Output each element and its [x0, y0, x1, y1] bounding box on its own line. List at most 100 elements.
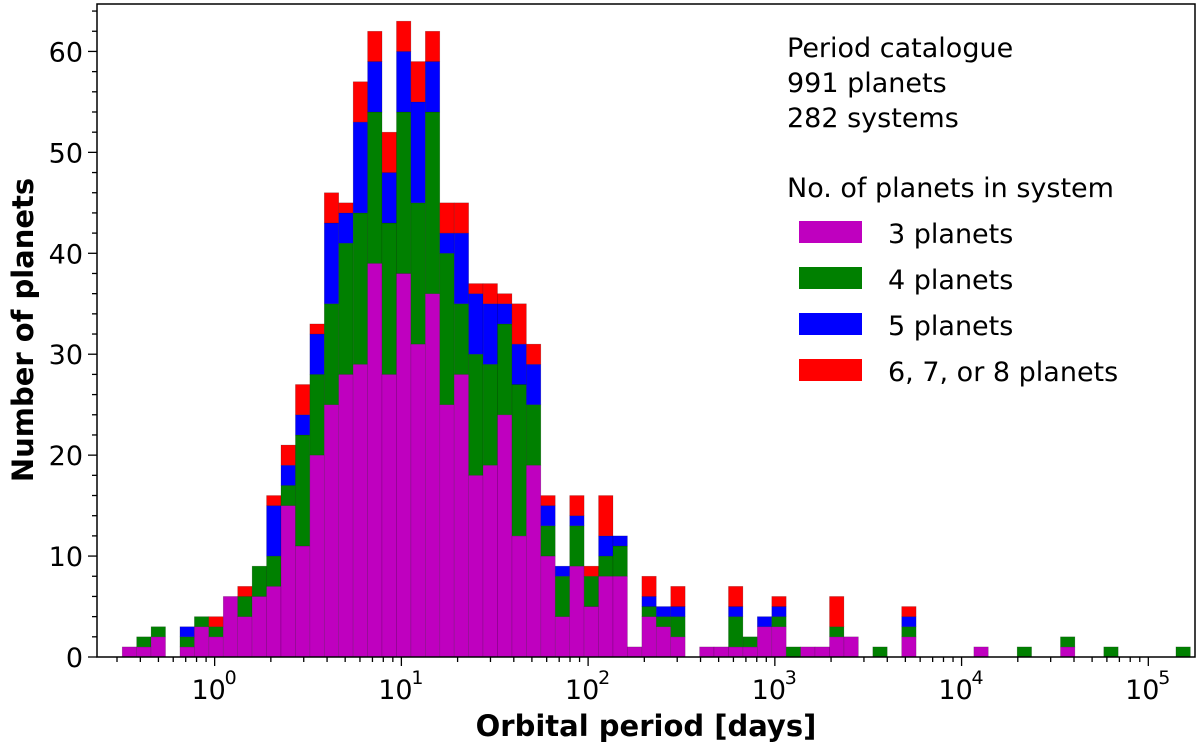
x-tick-exponent: 0	[225, 667, 237, 689]
bar-segment-3-planets	[179, 646, 195, 658]
bar-segment-3-planets	[453, 374, 469, 658]
bar-segment-4-planets	[179, 636, 195, 648]
bar-segment-3-planets	[598, 575, 614, 658]
annotation-title: Period catalogue	[787, 33, 1013, 64]
y-tick-label: 10	[49, 542, 83, 573]
bar-segment-5-planets	[410, 101, 426, 204]
legend-entry: 4 planets	[799, 265, 1013, 296]
bar-segment-6-planets	[266, 495, 282, 506]
bar-segment-6-planets	[323, 192, 340, 224]
bar-segment-6-planets	[410, 61, 426, 103]
bar-segment-6-planets	[641, 575, 657, 597]
bar-segment-4-planets	[237, 596, 253, 617]
bar-segment-4-planets	[569, 525, 585, 567]
bar-segment-3-planets	[612, 575, 628, 658]
bar-segment-3-planets	[728, 646, 744, 658]
bar-segment-3-planets	[814, 646, 830, 658]
bar-segment-3-planets	[468, 475, 484, 658]
bar-segment-3-planets	[121, 646, 137, 658]
bar-segment-6-planets	[381, 131, 397, 173]
bar-segment-4-planets	[1060, 636, 1076, 648]
bar-segment-3-planets	[482, 464, 498, 658]
bar-segment-3-planets	[800, 646, 816, 658]
bar-segment-3-planets	[251, 596, 267, 658]
bar-segment-6-planets	[453, 202, 469, 234]
bar-segment-3-planets	[540, 555, 556, 658]
bar-segment-3-planets	[136, 646, 152, 658]
legend: No. of planets in system 3 planets 4 pla…	[787, 173, 1118, 388]
bar-segment-3-planets	[583, 606, 599, 658]
bar-segment-5-planets	[179, 626, 195, 638]
x-tick-exponent: 5	[1158, 667, 1170, 689]
bar-segment-5-planets	[309, 333, 325, 375]
bar-segment-4-planets	[771, 616, 787, 628]
bar-segment-6-planets	[901, 606, 917, 617]
bar-segment-6-planets	[598, 495, 614, 537]
legend-label: 3 planets	[888, 219, 1013, 250]
bars-layer	[121, 20, 1191, 658]
y-tick-label: 40	[49, 239, 83, 270]
legend-entry: 5 planets	[799, 311, 1013, 342]
bar-segment-5-planets	[901, 616, 917, 628]
bar-segment-3-planets	[742, 646, 758, 658]
bar-segment-3-planets	[323, 404, 340, 658]
legend-title: No. of planets in system	[787, 173, 1114, 204]
bar-segment-3-planets	[439, 404, 455, 658]
bar-segment-6-planets	[237, 586, 253, 597]
bar-segment-6-planets	[771, 596, 787, 607]
bar-segment-4-planets	[194, 616, 210, 628]
bar-segment-4-planets	[453, 303, 469, 375]
x-tick-exponent: 4	[972, 667, 984, 689]
bar-segment-5-planets	[396, 51, 412, 113]
legend-swatch	[799, 359, 862, 381]
x-tick-label: 10	[191, 675, 225, 706]
bar-segment-3-planets	[237, 616, 253, 658]
bar-segment-3-planets	[569, 565, 585, 658]
bar-segment-5-planets	[295, 414, 311, 436]
bar-segment-5-planets	[641, 596, 657, 607]
bar-segment-5-planets	[526, 364, 542, 405]
bar-segment-5-planets	[367, 61, 383, 113]
bar-segment-3-planets	[655, 626, 672, 658]
bar-segment-5-planets	[280, 464, 296, 486]
bar-segment-5-planets	[598, 535, 614, 557]
legend-label: 4 planets	[888, 265, 1013, 296]
bar-segment-4-planets	[554, 575, 570, 617]
bar-segment-5-planets	[439, 232, 455, 254]
bar-segment-6-planets	[208, 616, 224, 628]
bar-segment-3-planets	[829, 636, 845, 658]
bar-segment-3-planets	[901, 636, 917, 658]
bar-segment-3-planets	[381, 374, 397, 658]
x-tick-label: 10	[565, 675, 599, 706]
bar-segment-3-planets	[222, 596, 238, 658]
bar-segment-3-planets	[295, 545, 311, 658]
bar-segment-5-planets	[655, 606, 672, 617]
bar-segment-4-planets	[381, 222, 397, 375]
bar-segment-3-planets	[352, 364, 368, 658]
annotation-planets: 991 planets	[787, 68, 947, 99]
bar-segment-3-planets	[309, 454, 325, 658]
bar-segment-4-planets	[901, 626, 917, 638]
bar-segment-3-planets	[554, 616, 570, 658]
bar-segment-3-planets	[410, 343, 426, 658]
bar-segment-4-planets	[583, 575, 599, 607]
bar-segment-4-planets	[785, 646, 801, 658]
x-tick-label: 10	[378, 675, 412, 706]
x-axis: 100 101 102 103 104 105	[116, 657, 1170, 706]
bar-segment-3-planets	[757, 626, 773, 658]
bar-segment-3-planets	[843, 636, 859, 658]
bar-segment-4-planets	[829, 626, 845, 638]
bar-segment-4-planets	[482, 364, 498, 466]
y-tick-label: 50	[49, 138, 83, 169]
bar-segment-6-planets	[540, 495, 556, 506]
bar-segment-3-planets	[973, 646, 989, 658]
bar-segment-4-planets	[136, 636, 152, 648]
bar-segment-3-planets	[367, 263, 383, 658]
x-tick-label: 10	[752, 675, 786, 706]
legend-entry: 3 planets	[799, 219, 1013, 250]
bar-segment-6-planets	[569, 495, 585, 517]
bar-segment-3-planets	[425, 293, 441, 658]
bar-segment-4-planets	[208, 626, 224, 638]
bar-segment-5-planets	[569, 515, 585, 527]
bar-segment-3-planets	[266, 586, 282, 658]
